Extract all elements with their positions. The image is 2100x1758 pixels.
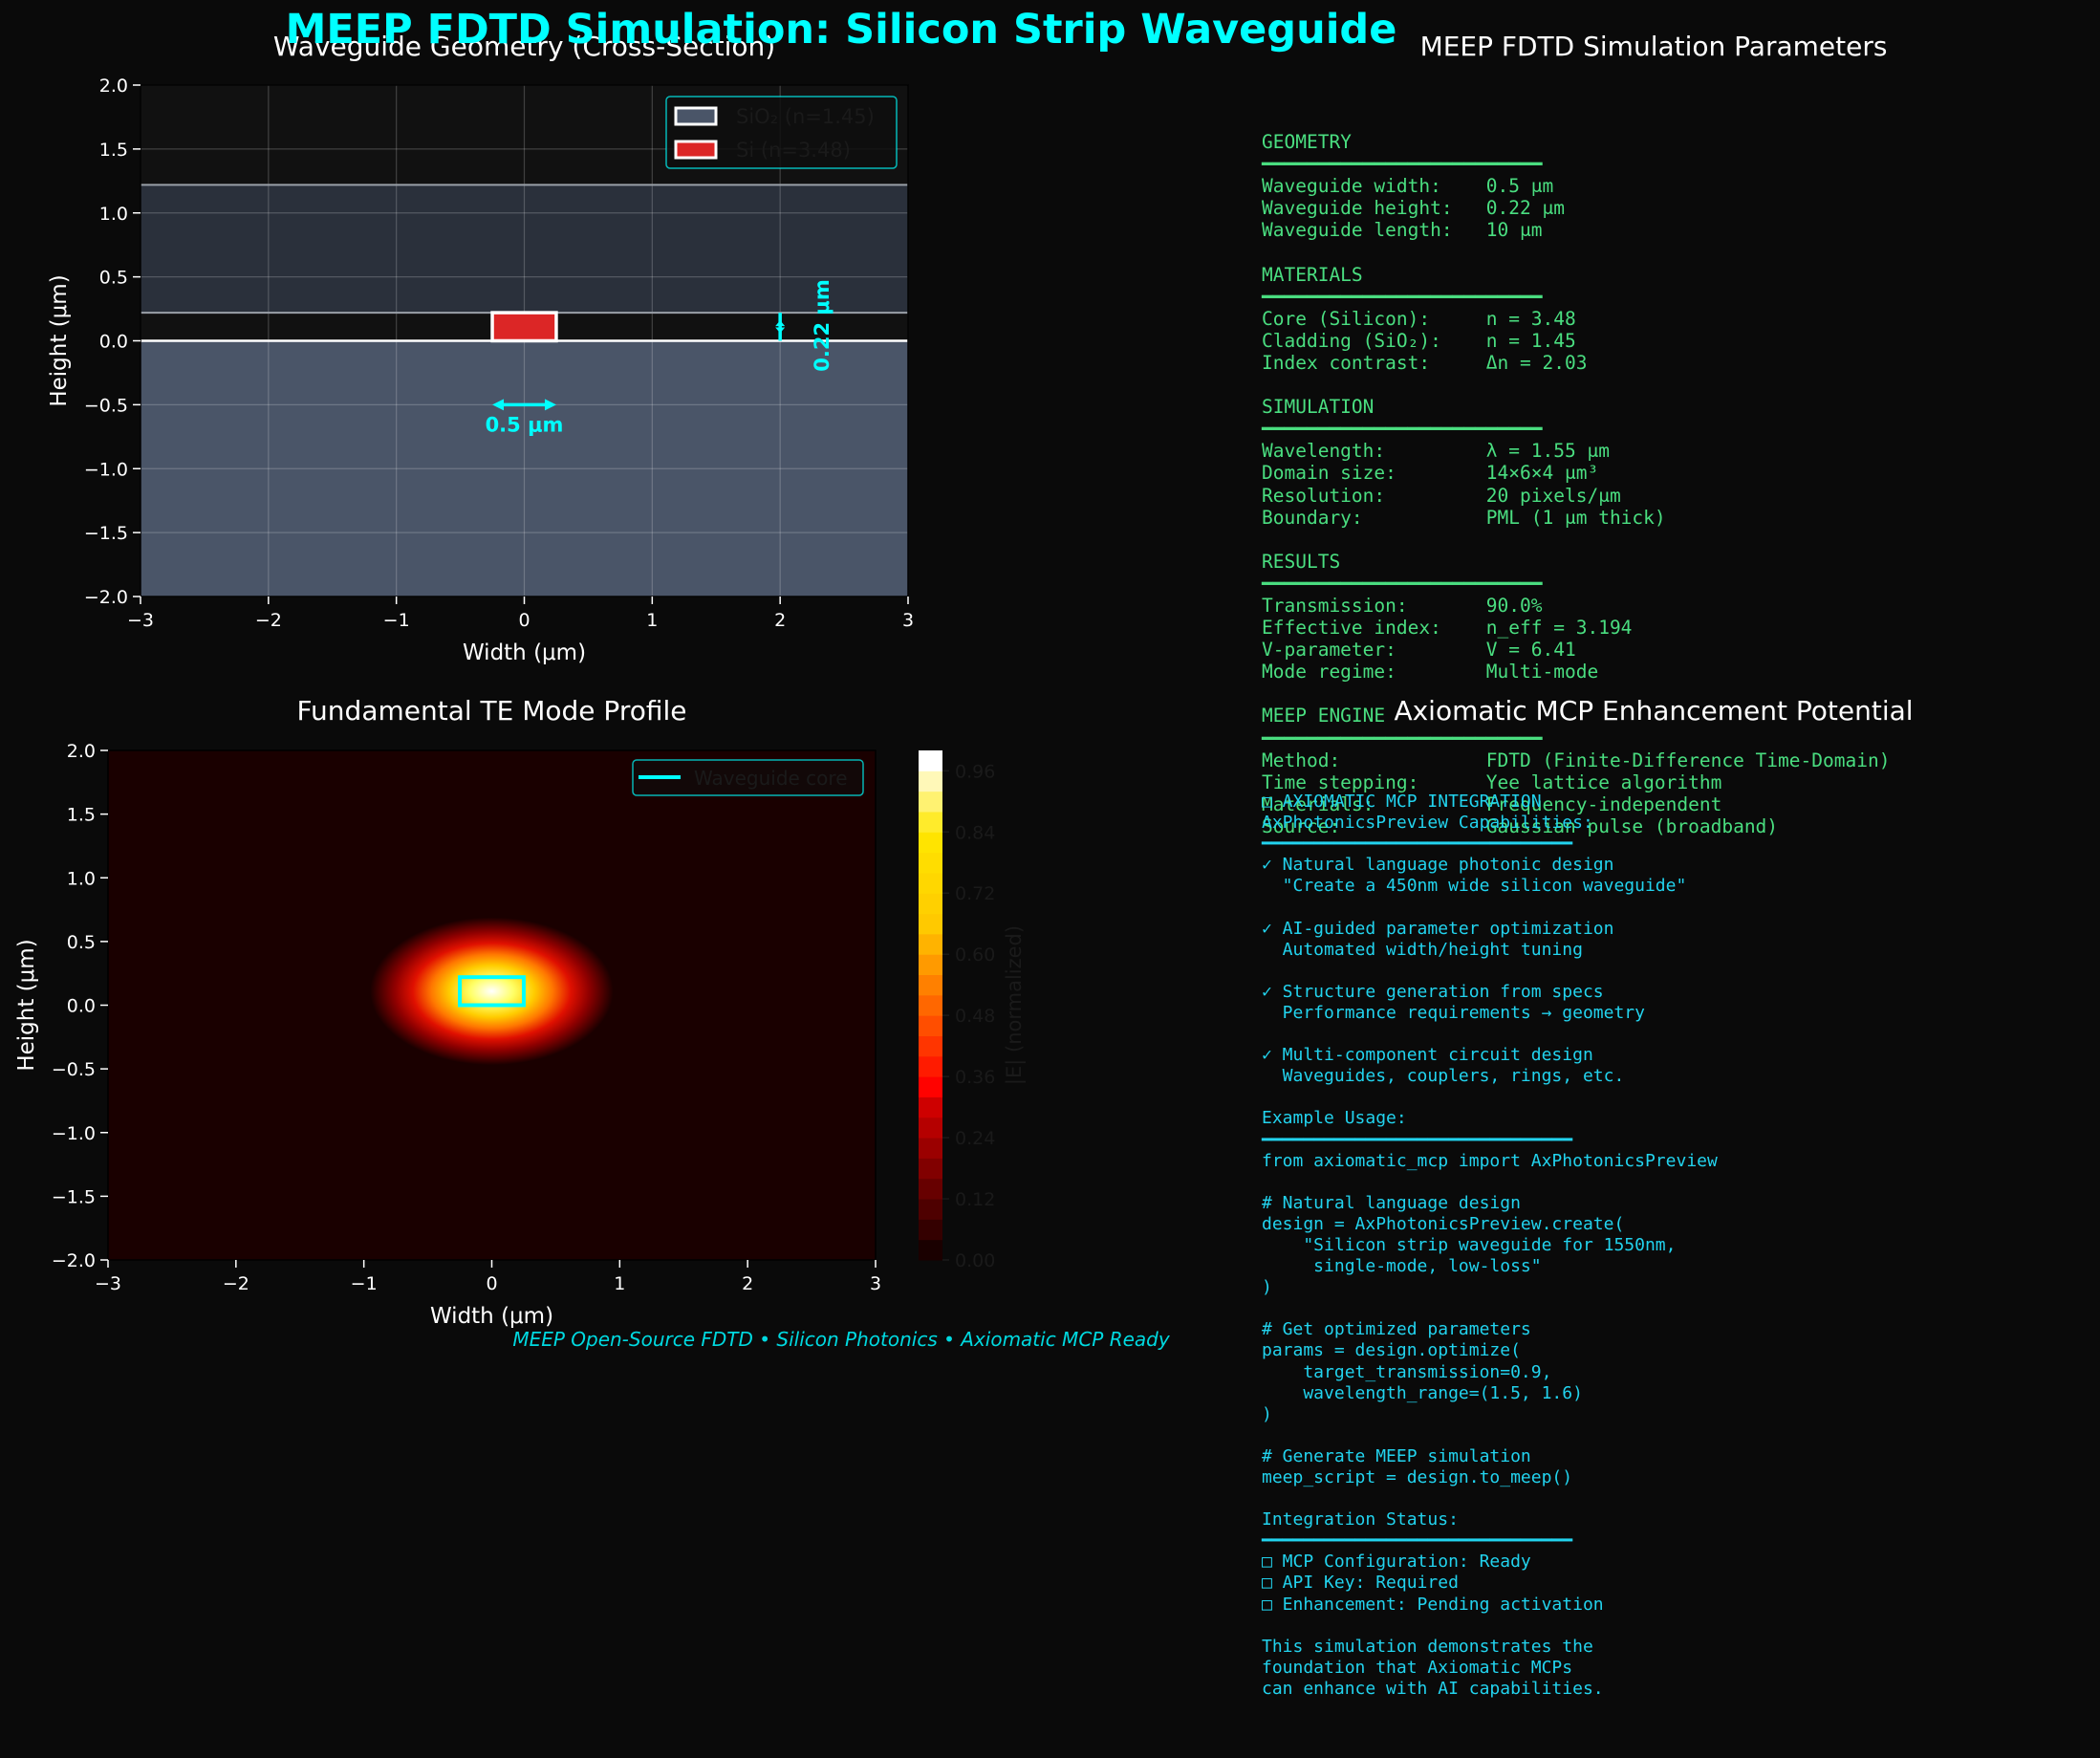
geometry-xtick-label: −3 <box>127 610 154 631</box>
mode-chart-title: Fundamental TE Mode Profile <box>296 695 687 727</box>
geometry-xtick-label: 0 <box>518 610 530 631</box>
colorbar-band <box>919 1138 942 1159</box>
geometry-ytick-label: 1.0 <box>99 204 128 225</box>
width-arrowhead-right <box>544 399 556 411</box>
colorbar-band <box>919 893 942 915</box>
region-cladding <box>141 184 908 314</box>
colorbar-band <box>919 1096 942 1118</box>
mode-ytick-label: −1.5 <box>52 1186 96 1207</box>
geometry-ylabel: Height (μm) <box>47 274 72 406</box>
mode-field-intensity <box>370 917 614 1066</box>
width-annotation: 0.5 μm <box>486 413 564 436</box>
region-substrate <box>141 340 908 597</box>
colorbar-band <box>919 1219 942 1241</box>
geometry-xtick-label: 2 <box>774 610 786 631</box>
colorbar-band <box>919 1117 942 1139</box>
colorbar-band <box>919 954 942 976</box>
mode-ytick-label: −1.0 <box>52 1123 96 1144</box>
mode-ytick-label: 1.5 <box>67 805 96 826</box>
geometry-xtick-label: 1 <box>646 610 658 631</box>
colorbar-label: |E| (normalized) <box>1003 925 1027 1085</box>
colorbar-tick-label: 0.60 <box>955 944 995 966</box>
page-title: MEEP FDTD Simulation: Silicon Strip Wave… <box>285 6 1397 54</box>
legend-label-core: Waveguide core <box>694 767 848 790</box>
colorbar-tick-label: 0.72 <box>955 883 995 904</box>
geometry-ytick-label: −1.5 <box>84 523 128 544</box>
mode-ytick-label: 0.5 <box>67 932 96 953</box>
region-core <box>490 311 558 343</box>
colorbar-band <box>919 1178 942 1200</box>
mcp-text: □ AXIOMATIC MCP INTEGRATION AxPhotonicsP… <box>1262 792 1718 1699</box>
geometry-ytick-label: −2.0 <box>84 587 128 608</box>
geometry-xtick-label: −2 <box>255 610 282 631</box>
colorbar-band <box>919 791 942 813</box>
mode-xtick-label: 1 <box>614 1273 625 1294</box>
colorbar-band <box>919 1239 942 1261</box>
colorbar-band <box>919 852 942 874</box>
geometry-xtick-label: 3 <box>902 610 914 631</box>
colorbar-band <box>919 832 942 854</box>
geometry-ytick-label: 2.0 <box>99 76 128 97</box>
colorbar-band <box>919 1035 942 1057</box>
colorbar-band <box>919 750 942 771</box>
mode-ytick-label: 1.0 <box>67 868 96 889</box>
colorbar-band <box>919 1158 942 1180</box>
geometry-ytick-label: −1.0 <box>84 459 128 480</box>
params-text: GEOMETRY ━━━━━━━━━━━━━━━━━━━━━━━━━ Waveg… <box>1262 131 1891 837</box>
geometry-legend <box>665 96 898 169</box>
colorbar-band <box>919 811 942 833</box>
mode-xtick-label: −3 <box>95 1273 121 1294</box>
colorbar-tick-label: 0.12 <box>955 1189 995 1210</box>
width-arrowhead-left <box>492 399 505 411</box>
mode-ytick-label: −2.0 <box>52 1250 96 1271</box>
mode-xtick-label: 2 <box>742 1273 753 1294</box>
colorbar-tick-label: 0.36 <box>955 1067 995 1088</box>
colorbar-band <box>919 1015 942 1036</box>
mode-ytick-label: −0.5 <box>52 1059 96 1080</box>
colorbar-band <box>919 994 942 1016</box>
mode-xtick-label: −1 <box>351 1273 378 1294</box>
footer-caption: MEEP Open-Source FDTD • Silicon Photonic… <box>512 1328 1170 1351</box>
height-arrowhead-bottom <box>775 327 786 334</box>
legend-swatch-1 <box>674 140 718 160</box>
mode-xtick-label: −2 <box>223 1273 249 1294</box>
height-arrowhead-top <box>775 320 786 327</box>
mode-xtick-label: 3 <box>870 1273 881 1294</box>
geometry-ytick-label: 0.5 <box>99 268 128 289</box>
mode-xlabel: Width (μm) <box>430 1304 553 1329</box>
colorbar-band <box>919 913 942 935</box>
colorbar-band <box>919 974 942 996</box>
mode-legend <box>632 759 864 796</box>
geometry-xlabel: Width (μm) <box>463 640 586 665</box>
legend-swatch-0 <box>674 106 718 126</box>
colorbar-band <box>919 1199 942 1220</box>
legend-label-0: SiO₂ (n=1.45) <box>736 105 875 128</box>
colorbar-band <box>919 872 942 894</box>
colorbar-band <box>919 1076 942 1097</box>
legend-label-1: Si (n=3.48) <box>736 139 851 162</box>
mode-ylabel: Height (μm) <box>14 939 39 1071</box>
colorbar-tick-label: 0.00 <box>955 1250 995 1271</box>
colorbar-tick-label: 0.48 <box>955 1006 995 1027</box>
mcp-panel-title: Axiomatic MCP Enhancement Potential <box>1394 695 1914 727</box>
colorbar-band <box>919 1055 942 1077</box>
geometry-chart-title: Waveguide Geometry (Cross-Section) <box>272 31 776 62</box>
colorbar-tick-label: 0.24 <box>955 1128 995 1149</box>
geometry-ytick-label: 0.0 <box>99 332 128 353</box>
height-annotation: 0.22 μm <box>811 279 834 371</box>
geometry-xtick-label: −1 <box>383 610 410 631</box>
mode-ytick-label: 2.0 <box>67 741 96 762</box>
colorbar-tick-label: 0.84 <box>955 822 995 843</box>
colorbar-tick-label: 0.96 <box>955 761 995 782</box>
waveguide-core-outline <box>458 975 526 1008</box>
params-panel-title: MEEP FDTD Simulation Parameters <box>1419 31 1888 62</box>
geometry-ytick-label: −0.5 <box>84 395 128 416</box>
geometry-ytick-label: 1.5 <box>99 140 128 161</box>
mode-xtick-label: 0 <box>486 1273 497 1294</box>
colorbar-band <box>919 933 942 955</box>
colorbar-band <box>919 770 942 792</box>
mode-ytick-label: 0.0 <box>67 996 96 1017</box>
